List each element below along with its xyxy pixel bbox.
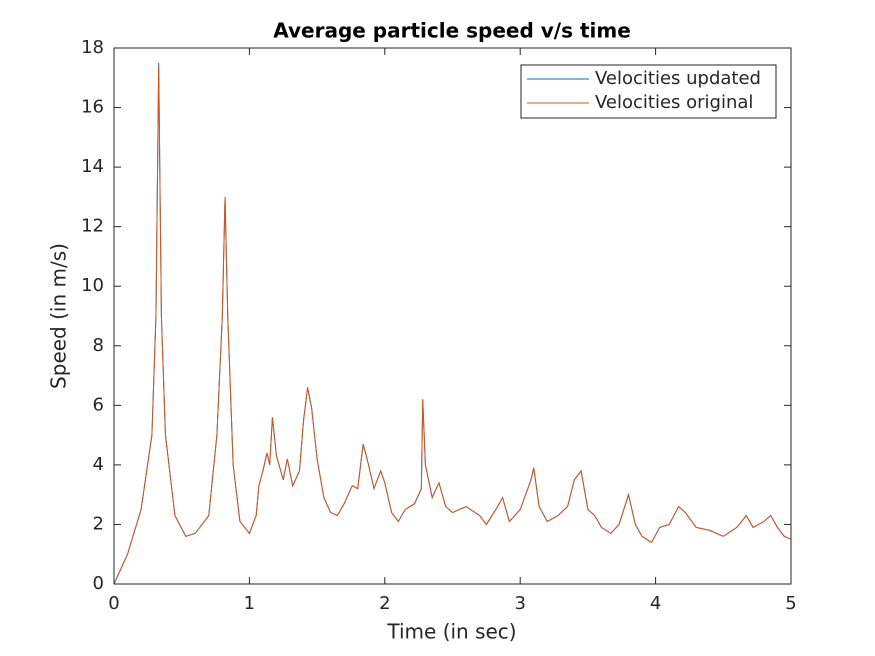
y-tick-label: 18 (81, 37, 104, 58)
chart-title: Average particle speed v/s time (273, 19, 631, 43)
y-axis-label: Speed (in m/s) (47, 243, 71, 389)
x-tick-label: 0 (108, 593, 119, 614)
y-tick-label: 10 (81, 275, 104, 296)
data-line (113, 65, 792, 585)
y-tick-label: 8 (93, 335, 104, 356)
y-tick-label: 4 (93, 454, 104, 475)
x-axis-label: Time (in sec) (386, 620, 516, 644)
x-tick-label: 1 (244, 593, 255, 614)
axes-box (113, 47, 792, 585)
x-tick-label: 2 (379, 593, 390, 614)
x-tick-label: 3 (514, 593, 525, 614)
legend-label: Velocities original (595, 92, 753, 113)
y-tick-label: 2 (93, 513, 104, 534)
y-tick-label: 12 (81, 216, 104, 237)
legend-box (520, 64, 777, 119)
x-tick-label: 4 (650, 593, 661, 614)
y-tick-label: 6 (93, 394, 104, 415)
y-tick-label: 0 (93, 573, 104, 594)
x-tick-label: 5 (785, 593, 796, 614)
y-tick-label: 16 (81, 97, 104, 118)
y-tick-label: 14 (81, 156, 104, 177)
legend-label: Velocities updated (595, 68, 761, 89)
